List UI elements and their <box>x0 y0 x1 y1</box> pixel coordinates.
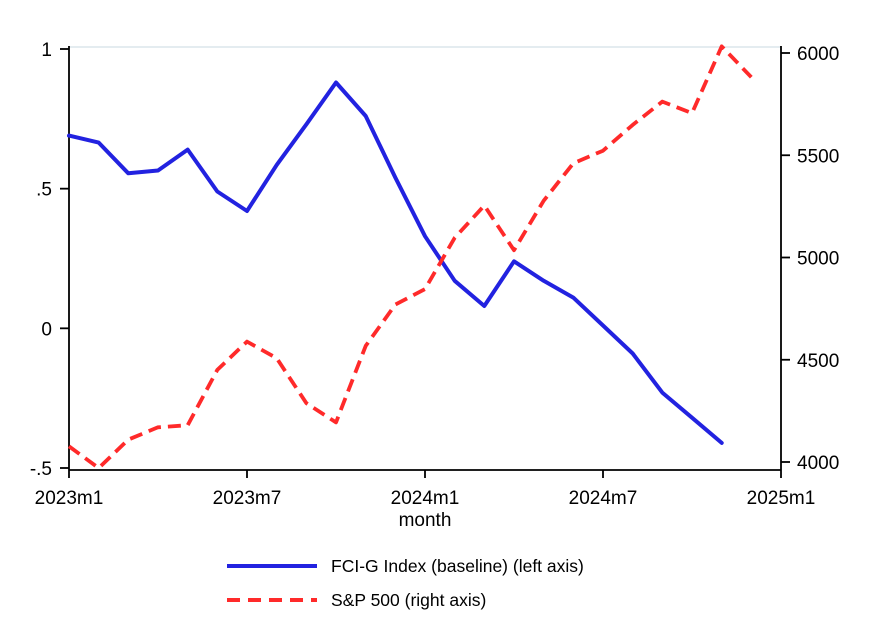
data-series <box>67 44 753 470</box>
right-tick-label: 5500 <box>797 146 839 167</box>
x-axis-ticks: 2023m1 2023m7 2024m1 2024m7 2025m1 <box>35 470 816 509</box>
right-tick-label: 4000 <box>797 453 839 474</box>
x-tick-label: 2024m1 <box>391 488 460 509</box>
legend: FCI-G Index (baseline) (left axis) S&P 5… <box>227 556 584 610</box>
left-axis-ticks: 1 .5 0 -.5 <box>30 40 69 480</box>
x-axis-title: month <box>399 510 452 531</box>
x-tick-label: 2024m7 <box>569 488 638 509</box>
left-tick-label: 0 <box>41 319 52 340</box>
fci-legend-label: FCI-G Index (baseline) (left axis) <box>331 556 584 576</box>
right-tick-label: 5000 <box>797 249 839 270</box>
x-tick-label: 2023m7 <box>213 488 282 509</box>
x-tick-label: 2023m1 <box>35 488 104 509</box>
left-tick-label: -.5 <box>30 459 52 480</box>
fci-g-index-line <box>67 80 724 445</box>
left-tick-label: 1 <box>41 40 52 61</box>
right-tick-label: 6000 <box>797 44 839 65</box>
sp500-line <box>67 44 753 470</box>
sp500-legend-label: S&P 500 (right axis) <box>331 590 486 610</box>
legend-entry-fci: FCI-G Index (baseline) (left axis) <box>227 556 584 576</box>
right-axis-ticks: 4000 4500 5000 5500 6000 <box>781 44 839 474</box>
legend-entry-sp500: S&P 500 (right axis) <box>227 590 486 610</box>
x-tick-label: 2025m1 <box>747 488 816 509</box>
left-tick-label: .5 <box>36 180 52 201</box>
right-tick-label: 4500 <box>797 351 839 372</box>
plot-frame <box>68 46 782 471</box>
